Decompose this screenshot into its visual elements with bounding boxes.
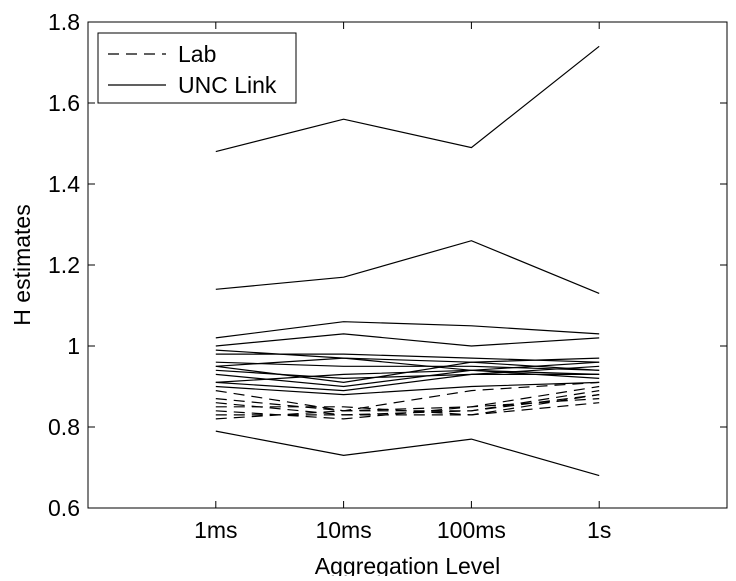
legend-label-unc-link: UNC Link [178, 72, 277, 98]
legend-box [97, 32, 297, 104]
legend-label-lab: Lab [178, 41, 216, 67]
y-tick-label: 1.8 [48, 9, 80, 35]
series-line-unc-link-2 [215, 321, 600, 339]
series-line-lab-20 [215, 394, 600, 420]
series-line-lab-16 [215, 390, 600, 416]
y-axis-title: H estimates [9, 204, 35, 325]
y-tick-label: 1.4 [48, 171, 80, 197]
x-tick-label: 10ms [315, 517, 371, 543]
series-line-unc-link-12 [215, 373, 600, 392]
series-line-lab-15 [215, 385, 600, 412]
series-layer [215, 45, 600, 477]
series-line-lab-17 [215, 394, 600, 416]
series-line-unc-link-1 [215, 240, 600, 294]
series-line-unc-link-6 [215, 361, 600, 371]
legend: Lab UNC Link [97, 32, 297, 104]
series-line-unc-link-14 [215, 430, 600, 477]
y-tick-label: 1.2 [48, 252, 80, 278]
y-tick-label: 0.6 [48, 495, 80, 521]
axes-layer: 0.6 0.8 1 1.2 1.4 1.6 1.8 1ms 10ms 100ms 1s [48, 9, 728, 543]
series-line-unc-link-0 [215, 45, 600, 153]
y-tick-label: 1.6 [48, 90, 80, 116]
x-tick-label: 1ms [194, 517, 237, 543]
series-line-lab-21 [215, 381, 600, 412]
x-axis-title: Aggregation Level [315, 553, 500, 576]
series-line-unc-link-7 [215, 357, 600, 375]
series-line-unc-link-5 [215, 353, 600, 363]
y-tick-label: 1 [67, 333, 80, 359]
series-line-unc-link-13 [215, 381, 600, 396]
x-tick-label: 1s [587, 517, 611, 543]
series-line-unc-link-3 [215, 333, 600, 347]
x-tick-label: 100ms [437, 517, 506, 543]
y-tick-label: 0.8 [48, 414, 80, 440]
series-line-unc-link-10 [215, 361, 600, 388]
series-line-unc-link-9 [215, 365, 600, 380]
